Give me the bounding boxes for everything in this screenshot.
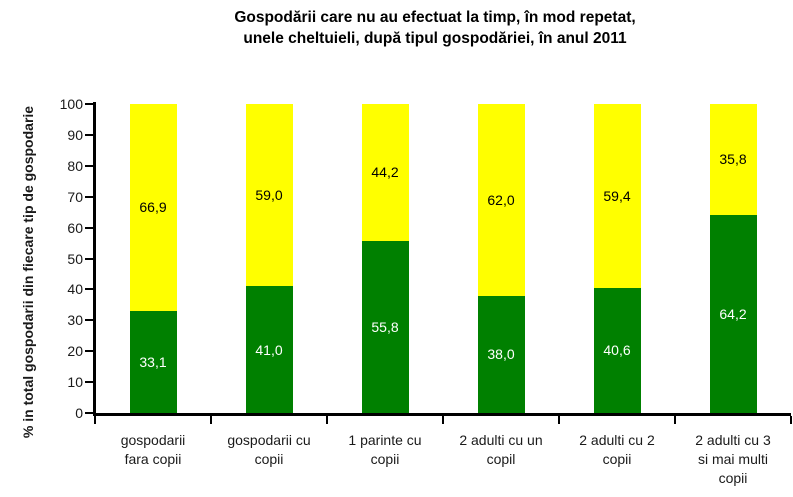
x-axis-tick	[674, 416, 676, 424]
x-axis-tick	[442, 416, 444, 424]
y-axis-title: % in total gospodarii din fiecare tip de…	[20, 105, 36, 439]
bar-value-label: 59,4	[603, 187, 631, 204]
yellow-top-segment	[129, 104, 177, 311]
x-category-label: 2 adulti cu 2 copii	[579, 432, 655, 467]
green-bottom-segment	[593, 287, 641, 413]
y-axis-tick	[85, 133, 93, 136]
x-category-label: 1 parinte cu copii	[348, 432, 422, 467]
y-axis-tick	[85, 381, 93, 384]
x-axis-tick	[790, 416, 792, 424]
yellow-top-segment	[361, 104, 409, 241]
y-tick-label: 90	[67, 126, 83, 143]
green-bottom-segment	[477, 295, 525, 413]
y-axis-tick	[85, 103, 93, 105]
bar-value-label: 55,8	[371, 318, 399, 335]
bar-value-label: 41,0	[255, 341, 283, 358]
bar-value-label: 33,1	[139, 353, 167, 370]
y-axis-line	[93, 102, 96, 416]
chart-title-line-1: Gospodării care nu au efectuat la timp, …	[234, 9, 636, 26]
bar-value-label: 64,2	[719, 305, 747, 322]
y-tick-label: 50	[67, 250, 83, 267]
bar-value-label: 38,0	[487, 346, 515, 363]
x-axis-tick	[558, 416, 560, 424]
x-axis-line	[93, 413, 791, 416]
y-axis-tick	[85, 350, 93, 353]
x-category-label: 2 adulti cu un copil	[459, 432, 543, 467]
y-axis-tick	[85, 288, 93, 291]
yellow-top-segment	[477, 104, 525, 296]
bar-value-label: 62,0	[487, 191, 515, 208]
x-axis-tick	[326, 416, 328, 424]
y-tick-label: 60	[67, 219, 83, 236]
y-tick-label: 100	[59, 96, 83, 112]
yellow-top-segment	[245, 104, 293, 287]
chart-title: Gospodării care nu au efectuat la timp, …	[75, 7, 793, 49]
y-axis-tick	[85, 226, 93, 229]
green-bottom-segment	[245, 286, 293, 413]
x-category-label: gospodarii cu copii	[227, 432, 311, 467]
bar-value-label: 66,9	[139, 199, 167, 216]
chart-title-line-2: unele cheltuieli, după tipul gospodăriei…	[243, 30, 627, 47]
green-bottom-segment	[129, 310, 177, 413]
y-axis-tick	[85, 257, 93, 260]
y-tick-label: 30	[67, 312, 83, 329]
y-tick-label: 80	[67, 157, 83, 174]
bar-value-label: 40,6	[603, 342, 631, 359]
bar-value-label: 35,8	[719, 151, 747, 168]
x-category-label: gospodarii fara copii	[120, 432, 186, 467]
y-tick-label: 70	[67, 188, 83, 205]
yellow-top-segment	[709, 104, 757, 215]
y-tick-label: 40	[67, 281, 83, 298]
y-axis-tick	[85, 164, 93, 167]
bar-value-label: 44,2	[371, 164, 399, 181]
y-tick-label: 20	[67, 343, 83, 360]
x-axis-tick	[210, 416, 212, 424]
y-tick-label: 0	[75, 405, 83, 421]
y-axis-tick	[85, 195, 93, 198]
green-bottom-segment	[361, 240, 409, 413]
y-tick-label: 10	[67, 374, 83, 391]
x-axis-tick	[94, 416, 96, 424]
x-category-label: 2 adulti cu 3 si mai multi copii	[695, 432, 771, 486]
yellow-top-segment	[593, 104, 641, 288]
green-bottom-segment	[709, 214, 757, 413]
bar-value-label: 59,0	[255, 187, 283, 204]
y-axis-tick	[85, 319, 93, 322]
y-axis-tick	[85, 412, 93, 414]
